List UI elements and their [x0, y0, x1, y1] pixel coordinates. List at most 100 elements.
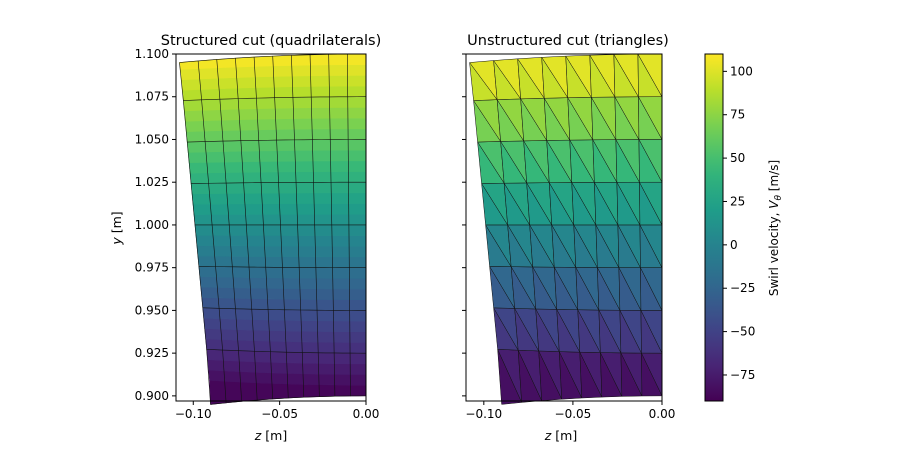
mesh-cell — [311, 117, 331, 130]
mesh-cell — [268, 330, 287, 342]
mesh-cell — [220, 328, 239, 341]
mesh-cell — [348, 181, 367, 194]
mesh-cell — [349, 374, 367, 386]
mesh-cell — [272, 55, 293, 67]
mesh-cell — [348, 203, 367, 215]
mesh-cell — [270, 362, 288, 374]
mesh-cell — [250, 287, 268, 300]
mesh-cell — [213, 245, 232, 257]
mesh-cell — [348, 171, 367, 183]
colorbar-tick-label: −75 — [730, 368, 755, 382]
mesh-cell — [183, 99, 203, 112]
colorbar-tick-label: 100 — [730, 64, 753, 78]
mesh-cell — [313, 203, 332, 215]
mesh-cell — [209, 193, 228, 205]
mesh-column-line — [235, 58, 258, 401]
mesh-cell — [333, 320, 351, 333]
mesh-cell — [225, 182, 245, 194]
mesh-cell — [228, 224, 248, 236]
mesh-cell — [255, 371, 273, 384]
mesh-cell — [238, 108, 258, 120]
mesh-cell — [202, 109, 222, 122]
mesh-cell — [215, 266, 234, 278]
mesh-cell — [271, 372, 289, 385]
mesh-cell — [210, 203, 229, 215]
y-tick-label: 0.975 — [135, 261, 169, 275]
mesh-cell — [217, 287, 235, 299]
mesh-cell — [223, 360, 241, 372]
mesh-cell — [219, 318, 238, 331]
mesh-column-line — [216, 59, 242, 402]
mesh-cell — [347, 96, 367, 108]
mesh-cell — [310, 96, 330, 109]
mesh-cell — [296, 192, 315, 204]
mesh-cell — [332, 277, 350, 290]
mesh-cell — [317, 320, 335, 332]
x-tick-label: 0.00 — [353, 407, 380, 421]
mesh-cell — [312, 160, 332, 172]
tick-marks: −0.10 −0.05 0.00 — [462, 53, 675, 421]
mesh-cell — [181, 78, 202, 91]
unstructured-panel: −0.10 −0.05 0.00 Unstructured cut (triangl… — [462, 33, 675, 443]
mesh-cell — [206, 161, 226, 174]
mesh-cell — [235, 308, 253, 320]
mesh-cell — [277, 160, 296, 173]
mesh-cell — [206, 348, 224, 361]
mesh-cell — [207, 359, 225, 372]
mesh-cell — [301, 341, 319, 354]
mesh-cell — [273, 75, 293, 88]
mesh-cell — [347, 64, 367, 76]
mesh-cell — [348, 267, 367, 279]
mesh-cell — [243, 182, 262, 194]
colorbar-tick-label: 75 — [730, 108, 745, 122]
mesh-cell — [222, 140, 242, 152]
mesh-cell — [236, 76, 257, 89]
triangle-mesh — [469, 53, 663, 405]
panel-title: Structured cut (quadrilaterals) — [161, 33, 381, 49]
mesh-cell — [285, 330, 303, 343]
x-axis-label-var: z — [544, 428, 552, 443]
mesh-cell — [256, 107, 276, 120]
mesh-cell — [294, 139, 313, 151]
mesh-cell — [224, 370, 242, 383]
mesh-cell — [349, 331, 367, 343]
mesh-cell — [318, 363, 335, 375]
mesh-cell — [208, 182, 228, 194]
mesh-cell — [278, 192, 298, 205]
mesh-cell — [243, 192, 263, 205]
mesh-cell — [315, 256, 333, 268]
colorbar-tick-label: 0 — [730, 238, 738, 252]
y-tick-label: 1.075 — [135, 90, 169, 104]
mesh-cell — [236, 329, 255, 342]
axes-frame — [175, 53, 367, 402]
mesh-cell — [203, 317, 222, 330]
mesh-cell — [198, 67, 219, 80]
mesh-cell — [330, 192, 350, 204]
mesh-cell — [258, 139, 278, 152]
mesh-cell — [299, 288, 318, 300]
mesh-cell — [218, 87, 239, 100]
mesh-cell — [194, 224, 214, 236]
mesh-cell — [203, 119, 223, 132]
mesh-cell — [334, 384, 351, 397]
x-axis-label-var: z — [254, 428, 262, 443]
mesh-cell — [233, 287, 252, 299]
mesh-cell — [301, 352, 319, 364]
mesh-cell — [281, 245, 300, 258]
mesh-cell — [334, 374, 351, 386]
mesh-cell — [331, 245, 350, 258]
mesh-cell — [274, 97, 294, 109]
mesh-cell — [212, 235, 232, 247]
mesh-cell — [280, 224, 299, 236]
mesh-cell — [329, 96, 349, 108]
mesh-cell — [313, 192, 332, 204]
mesh-cell — [349, 320, 367, 333]
mesh-cell — [268, 319, 286, 332]
mesh-cell — [240, 381, 258, 402]
mesh-cell — [328, 75, 348, 87]
mesh-cell — [245, 214, 264, 226]
mesh-cell — [256, 382, 274, 401]
mesh-cell — [347, 85, 367, 98]
mesh-cell — [237, 97, 258, 110]
mesh-cell — [211, 224, 231, 236]
